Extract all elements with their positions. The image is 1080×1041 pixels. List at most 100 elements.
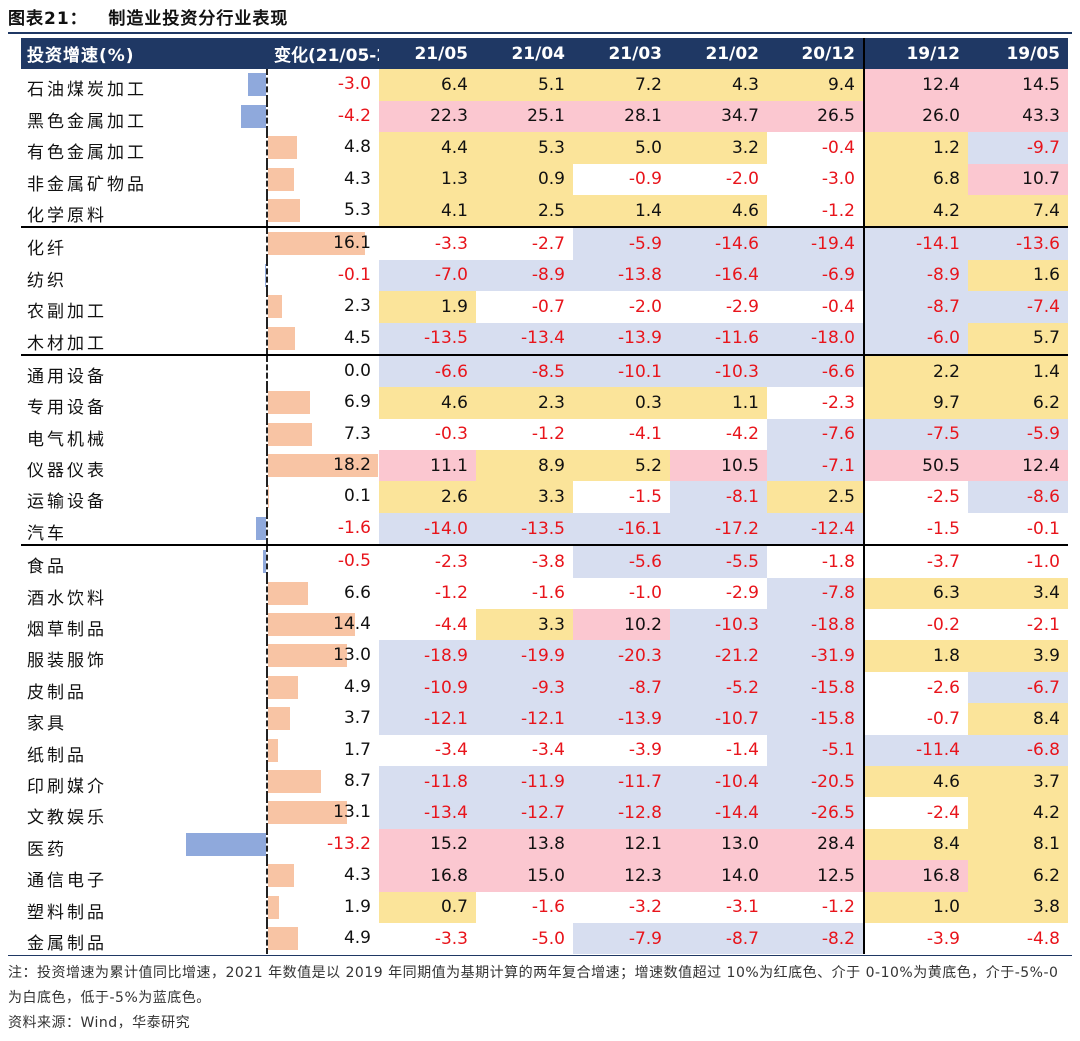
value-cell: -26.5 xyxy=(767,797,864,829)
change-cell: 6.6 xyxy=(266,578,379,609)
value-cell: 34.7 xyxy=(670,100,767,133)
value-cell: 1.1 xyxy=(670,387,767,419)
change-bar xyxy=(268,232,366,256)
table-row: 电气机械 7.3 -0.3 -1.2 -4.1 -4.2 -7.6 -7.5 -5.9 xyxy=(21,418,1068,451)
change-bar xyxy=(268,485,269,509)
table-row: 食品 -0.5 -2.3 -3.8 -5.6 -5.5 -1.8 -3.7 -1.0 xyxy=(21,544,1068,578)
value-cell: -3.2 xyxy=(573,891,670,923)
value-cell: 6.2 xyxy=(968,387,1068,419)
value-cell: -5.6 xyxy=(573,544,670,578)
industry-name-cell: 纺织 xyxy=(21,259,268,292)
change-cell: 14.4 xyxy=(266,609,379,640)
value-cell: -1.5 xyxy=(863,512,968,546)
value-cell: -9.7 xyxy=(968,132,1068,164)
value-cell: -13.4 xyxy=(379,797,476,829)
value-cell: -21.2 xyxy=(670,640,767,672)
change-cell: 1.7 xyxy=(266,735,379,766)
zero-line xyxy=(266,765,268,798)
investment-table: 投资增速(%)变化(21/05-20/12)21/0521/0421/0321/… xyxy=(21,38,1068,955)
change-cell: 4.9 xyxy=(266,672,379,703)
table-row: 木材加工 4.5 -13.5 -13.4 -13.9 -11.6 -18.0 -6.0 5.7 xyxy=(21,322,1068,355)
value-cell: 13.0 xyxy=(670,828,767,861)
change-cell: 1.9 xyxy=(266,892,379,923)
value-cell: -6.0 xyxy=(863,322,968,355)
value-cell: 10.2 xyxy=(573,609,670,641)
value-cell: -3.9 xyxy=(573,734,670,766)
change-cell: 13.1 xyxy=(266,797,379,828)
value-cell: -1.6 xyxy=(476,891,573,923)
column-header-8: 19/05 xyxy=(968,38,1068,70)
zero-line xyxy=(266,797,268,829)
source-line: 资料来源：Wind，华泰研究 xyxy=(8,1015,191,1031)
zero-line xyxy=(266,609,268,641)
change-bar xyxy=(240,104,266,128)
value-cell: -14.6 xyxy=(670,226,767,260)
value-cell: 7.2 xyxy=(573,69,670,101)
value-cell: -3.3 xyxy=(379,226,476,260)
column-header-3: 21/04 xyxy=(476,38,573,70)
industry-name-cell: 食品 xyxy=(21,544,268,578)
table-row: 金属制品 4.9 -3.3 -5.0 -7.9 -8.7 -8.2 -3.9 -4.8 xyxy=(21,922,1068,955)
value-cell: 43.3 xyxy=(968,100,1068,133)
zero-line xyxy=(266,922,268,955)
value-cell: 4.1 xyxy=(379,194,476,228)
value-cell: -13.8 xyxy=(573,259,670,292)
industry-name: 皮制品 xyxy=(27,682,87,703)
change-cell: 4.3 xyxy=(266,860,379,891)
value-cell: -1.2 xyxy=(767,194,864,228)
value-cell: 5.0 xyxy=(573,132,670,164)
industry-name-cell: 化学原料 xyxy=(21,194,268,227)
change-cell: 4.3 xyxy=(266,164,379,195)
value-cell: 4.6 xyxy=(379,387,476,419)
table-row: 运输设备 0.1 2.6 3.3 -1.5 -8.1 2.5 -2.5 -8.6 xyxy=(21,481,1068,513)
change-cell: 18.2 xyxy=(266,450,379,481)
zero-line xyxy=(266,132,268,164)
zero-line xyxy=(266,860,268,892)
value-cell: -12.7 xyxy=(476,797,573,829)
value-cell: -8.9 xyxy=(863,259,968,292)
industry-name-cell: 运输设备 xyxy=(21,481,268,513)
value-cell: -10.4 xyxy=(670,765,767,798)
industry-name: 化纤 xyxy=(27,239,67,260)
change-value: 0.1 xyxy=(343,486,371,507)
value-cell: -3.4 xyxy=(476,734,573,766)
value-cell: -3.9 xyxy=(863,922,968,955)
value-cell: -12.4 xyxy=(767,512,864,546)
industry-name: 农副加工 xyxy=(27,302,107,323)
industry-name-cell: 印刷媒介 xyxy=(21,765,268,798)
change-cell: 0.1 xyxy=(266,481,379,512)
change-value: 18.2 xyxy=(333,455,371,476)
change-bar xyxy=(268,801,348,825)
value-cell: -12.1 xyxy=(379,703,476,735)
value-cell: -0.2 xyxy=(863,609,968,641)
value-cell: -2.1 xyxy=(968,609,1068,641)
value-cell: -1.2 xyxy=(379,577,476,610)
industry-name: 医药 xyxy=(27,839,67,860)
change-bar xyxy=(268,926,298,950)
value-cell: -13.4 xyxy=(476,322,573,355)
zero-line xyxy=(266,481,268,513)
industry-name: 专用设备 xyxy=(27,398,107,419)
value-cell: -6.8 xyxy=(968,734,1068,766)
zero-line xyxy=(266,640,268,672)
value-cell: 1.0 xyxy=(863,891,968,923)
value-cell: 5.7 xyxy=(968,322,1068,355)
table-row: 专用设备 6.9 4.6 2.3 0.3 1.1 -2.3 9.7 6.2 xyxy=(21,387,1068,419)
value-cell: 1.6 xyxy=(968,259,1068,292)
change-bar xyxy=(268,454,378,478)
table-row: 塑料制品 1.9 0.7 -1.6 -3.2 -3.1 -1.2 1.0 3.8 xyxy=(21,891,1068,923)
change-cell: 4.8 xyxy=(266,132,379,163)
industry-name: 非金属矿物品 xyxy=(27,174,147,195)
industry-name-cell: 石油煤炭加工 xyxy=(21,69,268,101)
value-cell: -0.3 xyxy=(379,418,476,451)
value-cell: -6.6 xyxy=(767,353,864,388)
zero-line xyxy=(266,828,268,861)
zero-line xyxy=(266,387,268,419)
value-cell: 5.3 xyxy=(476,132,573,164)
value-cell: 8.4 xyxy=(863,828,968,861)
industry-name-cell: 皮制品 xyxy=(21,671,268,704)
table-row: 化纤 16.1 -3.3 -2.7 -5.9 -14.6 -19.4 -14.1 -13.6 xyxy=(21,226,1068,260)
table-row: 酒水饮料 6.6 -1.2 -1.6 -1.0 -2.9 -7.8 6.3 3.4 xyxy=(21,577,1068,610)
column-header-5: 21/02 xyxy=(670,38,767,70)
column-header-1: 变化(21/05-20/12) xyxy=(266,38,379,70)
